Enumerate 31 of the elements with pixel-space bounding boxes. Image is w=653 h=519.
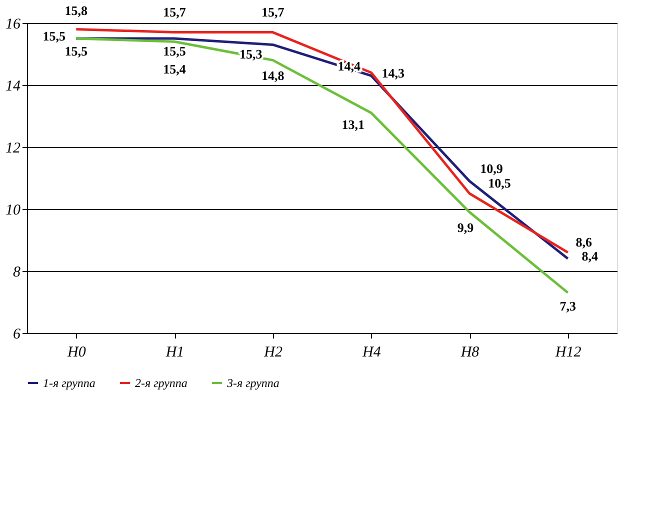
data-label: 7,3	[560, 298, 576, 314]
data-label: 15,5	[163, 44, 186, 58]
y-tick-label: 10	[6, 202, 21, 218]
data-label: 15,5	[64, 44, 88, 58]
data-label: 15,8	[64, 3, 88, 18]
data-label: 15,5	[42, 28, 66, 44]
data-label: 15,7	[163, 4, 186, 20]
data-label: 8,6	[576, 234, 592, 250]
data-label: 14,8	[261, 68, 285, 84]
data-label: 10,5	[488, 176, 512, 190]
data-label: 10,9	[480, 161, 504, 176]
data-label: 14,3	[382, 66, 406, 81]
data-label: 15,4	[163, 62, 186, 77]
legend-label: 3-я группа	[226, 376, 280, 390]
x-tick-label: H8	[460, 344, 480, 360]
y-tick-label: 6	[13, 326, 21, 342]
legend-label: 2-я группа	[135, 376, 188, 390]
data-label: 9,9	[457, 220, 474, 236]
data-label: 8,4	[582, 248, 598, 264]
y-tick-label: 12	[6, 140, 21, 156]
y-tick-label: 16	[6, 16, 21, 32]
legend-label: 1-я группа	[43, 376, 96, 390]
data-label: 13,1	[342, 116, 365, 132]
x-tick-label: H2	[263, 344, 283, 360]
data-label: 15,7	[261, 4, 285, 20]
x-tick-label: H12	[554, 344, 582, 360]
x-tick-label: H0	[66, 344, 86, 360]
y-tick-label: 14	[6, 78, 21, 94]
x-tick-label: H1	[164, 344, 184, 360]
x-tick-label: H4	[361, 344, 382, 360]
y-tick-label: 8	[13, 264, 21, 280]
